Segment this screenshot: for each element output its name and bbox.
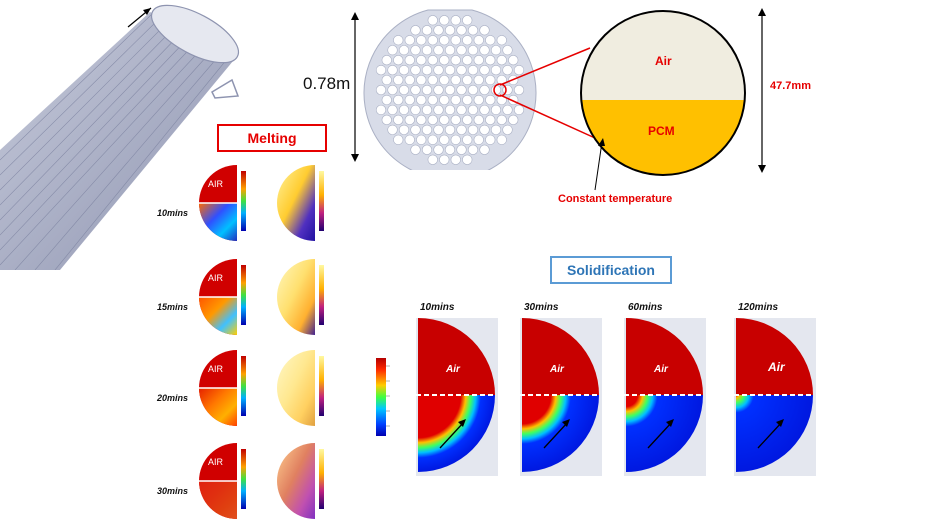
solidification-time-label: 120mins [738,302,779,313]
melting-contour-pair [199,443,324,519]
melting-air-label: AIR [208,179,224,189]
zoom-lines [493,47,596,139]
melting-time-label: 30mins [157,486,189,496]
solidification-contour [416,318,498,476]
solidification-contour [624,318,706,476]
melting-air-label: AIR [208,457,224,467]
solidification-contour [734,318,816,476]
melting-contour-pair [199,165,324,241]
constant-temperature-label: Constant temperature [558,193,673,205]
diameter-label: 0.78m [303,74,351,93]
single-tube-detail [580,10,746,176]
solidification-colorbar [376,358,390,436]
solidification-time-label: 30mins [524,302,559,313]
melting-air-label: AIR [208,364,224,374]
melting-contour-pair [199,259,324,335]
melting-contour-pair [199,350,324,426]
pcm-label: PCM [648,124,675,138]
melting-time-label: 20mins [157,393,189,403]
air-label: Air [655,54,672,68]
melting-time-label: 15mins [157,302,189,312]
solidification-air-label: Air [654,364,668,375]
solidification-air-label: Air [550,364,564,375]
solidification-time-label: 60mins [628,302,663,313]
melting-title: Melting [217,124,327,152]
tube-diameter-label: 47.7mm [770,80,811,92]
solidification-air-label: Air [446,364,460,375]
solidification-title: Solidification [550,256,672,284]
tube-sheet-cross-section [363,9,537,170]
solidification-time-label: 10mins [420,302,455,313]
solidification-contour [520,318,602,476]
melting-air-label: AIR [208,273,224,283]
melting-time-label: 10mins [157,208,189,218]
solidification-air-label: Air [768,360,785,374]
tube-diameter-dimension-arrow [758,8,766,173]
constant-temperature-pointer [594,138,605,191]
diameter-dimension-arrow [351,12,359,162]
tube-bundle-illustration [0,4,240,270]
